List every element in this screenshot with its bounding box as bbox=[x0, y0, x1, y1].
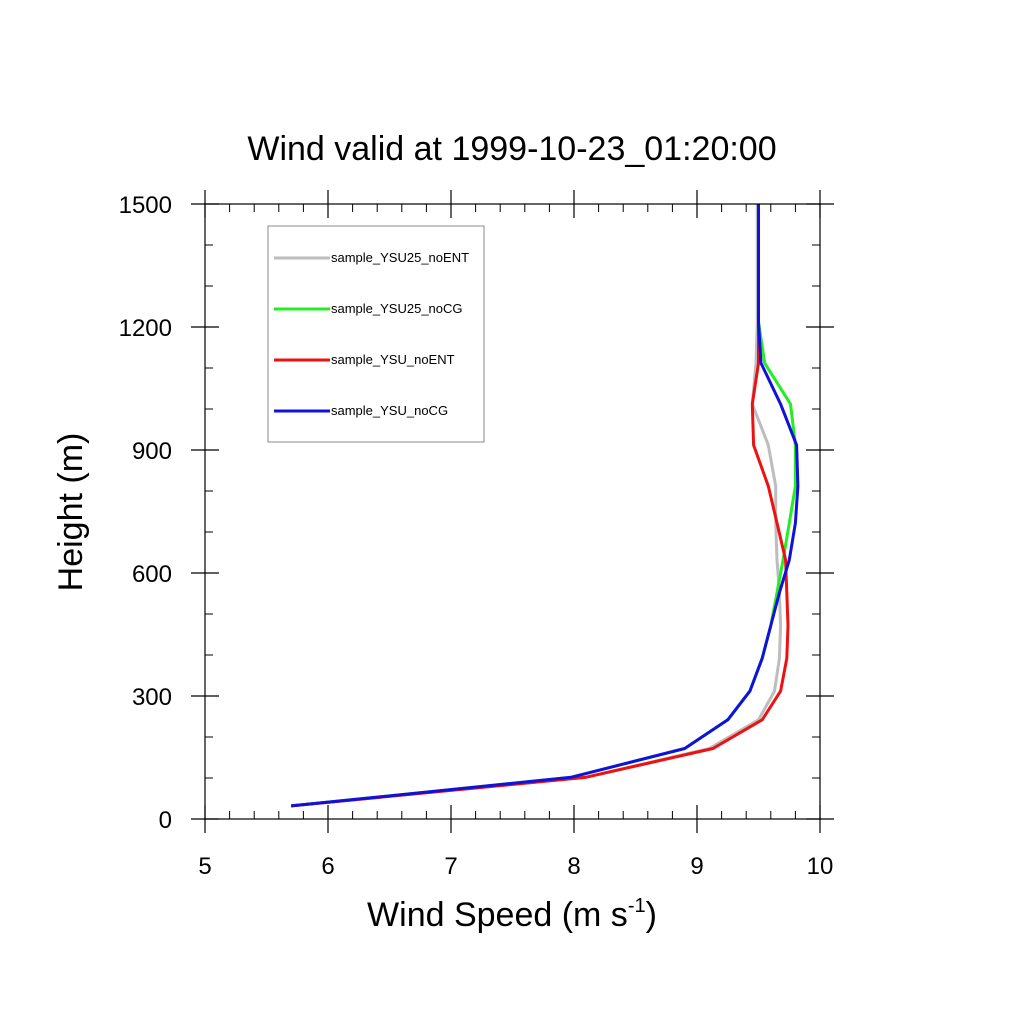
legend-label-sample_YSU_noCG: sample_YSU_noCG bbox=[331, 403, 448, 418]
x-axis-title-main: Wind Speed (m s bbox=[367, 896, 628, 934]
y-axis-title: Height (m) bbox=[52, 433, 90, 592]
x-axis-title-superscript: -1 bbox=[628, 895, 646, 917]
series-line-sample_YSU_noCG bbox=[290, 204, 800, 808]
legend-box bbox=[267, 225, 485, 443]
series-lines bbox=[290, 204, 800, 808]
y-tick-label: 600 bbox=[132, 561, 172, 588]
x-tick-label: 6 bbox=[321, 853, 334, 880]
x-tick-label: 8 bbox=[567, 853, 580, 880]
chart-title: Wind valid at 1999-10-23_01:20:00 bbox=[247, 130, 776, 168]
y-tick-label: 900 bbox=[132, 438, 172, 465]
series-line-sample_YSU_noENT bbox=[290, 204, 790, 808]
x-tick-label: 9 bbox=[690, 853, 703, 880]
x-tick-label: 7 bbox=[444, 853, 457, 880]
x-tick-label: 5 bbox=[198, 853, 211, 880]
x-axis-title: Wind Speed (m s-1) bbox=[367, 895, 657, 934]
plot-frame bbox=[204, 203, 821, 820]
y-tick-label: 300 bbox=[132, 684, 172, 711]
legend-label-sample_YSU25_noENT: sample_YSU25_noENT bbox=[331, 250, 469, 265]
x-tick-label: 10 bbox=[807, 853, 834, 880]
y-tick-label: 0 bbox=[159, 807, 172, 834]
y-tick-labels: 0 300 600 900 1200 1500 bbox=[119, 192, 172, 834]
y-tick-label: 1500 bbox=[119, 192, 172, 219]
x-tick-labels: 5 6 7 8 9 10 bbox=[198, 853, 833, 880]
legend-label-sample_YSU25_noCG: sample_YSU25_noCG bbox=[331, 301, 463, 316]
legend: sample_YSU25_noENT sample_YSU25_noCGsampl… bbox=[267, 225, 485, 443]
legend-label-sample_YSU_noENT: sample_YSU_noENT bbox=[331, 352, 455, 367]
x-axis-title-close: ) bbox=[646, 896, 657, 934]
y-tick-label: 1200 bbox=[119, 315, 172, 342]
